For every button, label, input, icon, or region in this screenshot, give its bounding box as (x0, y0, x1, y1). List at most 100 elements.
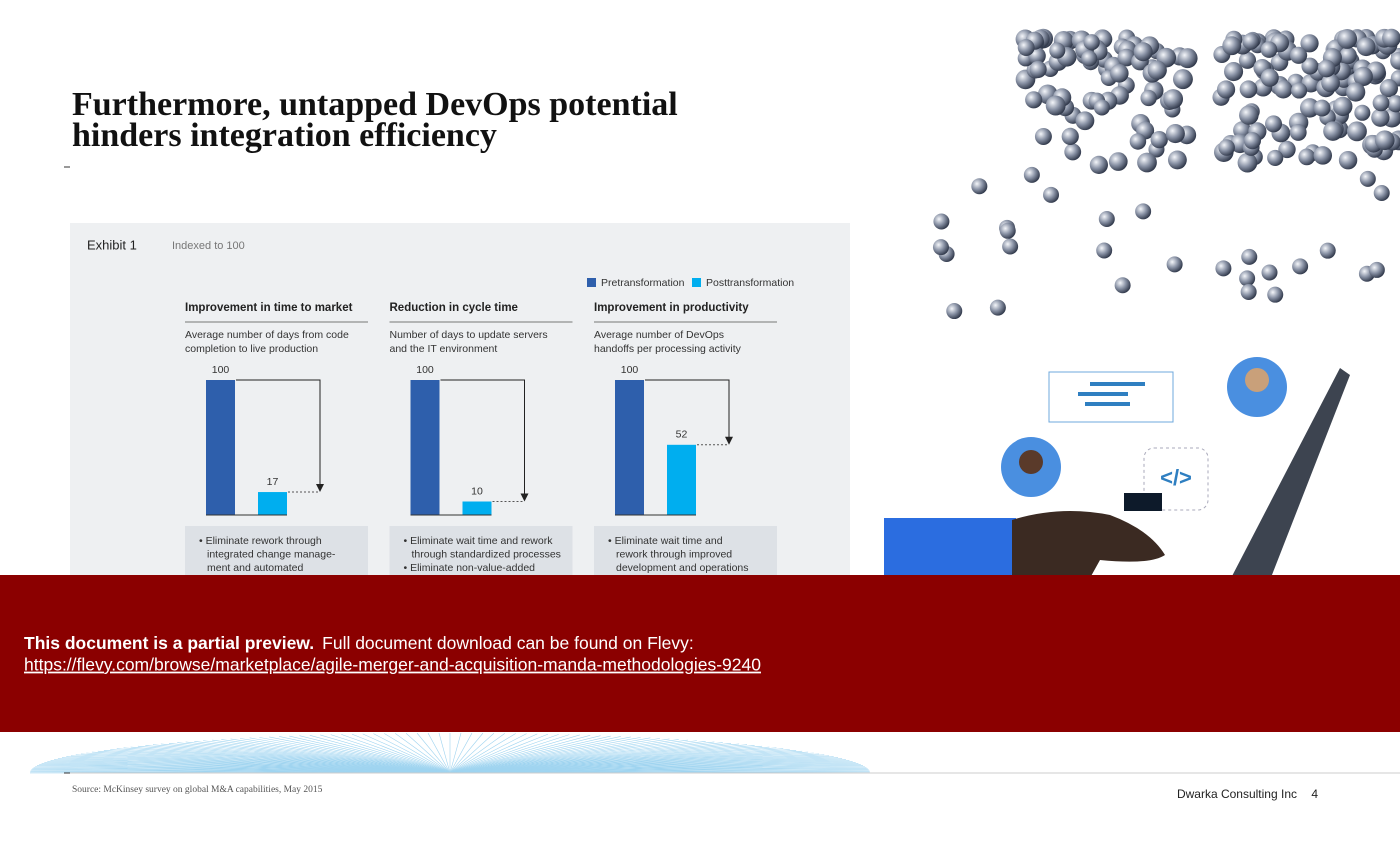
illustration: </> (884, 357, 1350, 580)
title-line: Furthermore, untapped DevOps potential (72, 86, 678, 123)
sphere (1240, 283, 1257, 300)
sphere (946, 303, 963, 320)
sphere (1321, 73, 1340, 93)
ray (449, 735, 591, 774)
chart-subtitle: and the IT environment (390, 343, 498, 355)
sphere (1260, 68, 1279, 87)
sphere (1278, 140, 1296, 159)
page-number: 4 (1311, 787, 1318, 801)
ray (279, 736, 451, 774)
sphere (1237, 152, 1258, 173)
sphere (1165, 124, 1185, 144)
sphere (1215, 260, 1232, 277)
sphere (1177, 48, 1198, 69)
sphere (1354, 104, 1371, 121)
ray (449, 737, 651, 774)
ray (362, 733, 451, 774)
ray (269, 736, 451, 774)
sleeve (884, 518, 1016, 578)
banner-bold: This document is a partial preview. (24, 633, 314, 653)
sphere (1025, 91, 1043, 109)
bullet-line: through standardized processes (412, 548, 561, 560)
ray (203, 740, 451, 774)
chart-subtitle: handoffs per processing activity (594, 343, 742, 355)
sphere (1390, 51, 1400, 70)
ray (405, 732, 451, 774)
code-line (1085, 402, 1130, 406)
sphere (999, 222, 1016, 239)
chart-subtitle: Average number of DevOps (594, 329, 724, 341)
sphere (1147, 60, 1167, 80)
arrow-head (316, 484, 324, 493)
ray (330, 734, 451, 774)
sphere (1238, 51, 1257, 69)
value-label: 100 (212, 364, 230, 376)
ray (416, 732, 451, 774)
bar (462, 501, 492, 515)
bullet-line: ment and automated (207, 562, 303, 574)
exhibit-note: Indexed to 100 (172, 240, 245, 252)
source: Source: McKinsey survey on global M&A ca… (72, 785, 323, 795)
sphere (1265, 115, 1283, 133)
ray (212, 739, 451, 774)
sphere (1172, 69, 1193, 90)
ray (449, 738, 661, 774)
sphere-decoration (932, 28, 1400, 320)
bar (258, 492, 287, 515)
ray (449, 732, 473, 774)
bullet-line: • Eliminate rework through (199, 535, 322, 547)
sphere (1045, 95, 1066, 116)
badge (1124, 493, 1162, 511)
ray (449, 734, 570, 774)
sphere (1289, 123, 1307, 141)
ray (449, 737, 641, 774)
sphere (1387, 95, 1400, 113)
value-label: 100 (416, 364, 434, 376)
change-arrow (440, 379, 525, 495)
chart-title: Reduction in cycle time (390, 302, 518, 314)
change-arrow (645, 379, 730, 438)
ray (449, 736, 621, 774)
sphere (1267, 149, 1284, 167)
code-icon: </> (1160, 465, 1192, 490)
bullet-line: • Eliminate wait time and rework (404, 535, 554, 547)
sphere (1114, 277, 1131, 294)
sphere (1216, 80, 1236, 99)
sphere (1137, 152, 1157, 173)
sphere (1313, 99, 1331, 117)
sphere (1319, 242, 1336, 259)
sphere (1140, 89, 1157, 107)
sphere (1166, 256, 1183, 273)
sphere (1359, 170, 1376, 187)
bullet-line: integrated change manage- (207, 548, 336, 560)
legend-label: Posttransformation (706, 277, 794, 289)
ray-decoration (30, 732, 870, 774)
ray (395, 733, 451, 774)
ray (259, 737, 451, 774)
ray (320, 734, 451, 774)
sphere (971, 178, 988, 195)
sphere (1239, 270, 1256, 287)
sphere (1043, 186, 1060, 203)
sphere (1353, 66, 1373, 87)
ray (449, 738, 670, 774)
bullet-line: rework through improved (616, 548, 732, 560)
value-label: 52 (676, 429, 688, 441)
exhibit-panel (70, 223, 850, 583)
ray (449, 733, 538, 774)
sphere (1083, 34, 1100, 51)
chart-subtitle: Average number of days from code (185, 329, 349, 341)
sphere (1222, 36, 1242, 56)
sphere (1218, 139, 1235, 156)
sphere (1379, 79, 1399, 98)
sphere (1117, 48, 1136, 67)
sphere (1382, 28, 1400, 48)
sphere (1301, 57, 1319, 75)
banner-link[interactable]: https://flevy.com/browse/marketplace/agi… (24, 655, 761, 675)
sphere (1298, 148, 1316, 166)
sphere (1224, 62, 1244, 82)
code-line (1078, 392, 1128, 396)
exhibit-label: Exhibit 1 (87, 237, 137, 252)
code-line (1090, 382, 1145, 386)
